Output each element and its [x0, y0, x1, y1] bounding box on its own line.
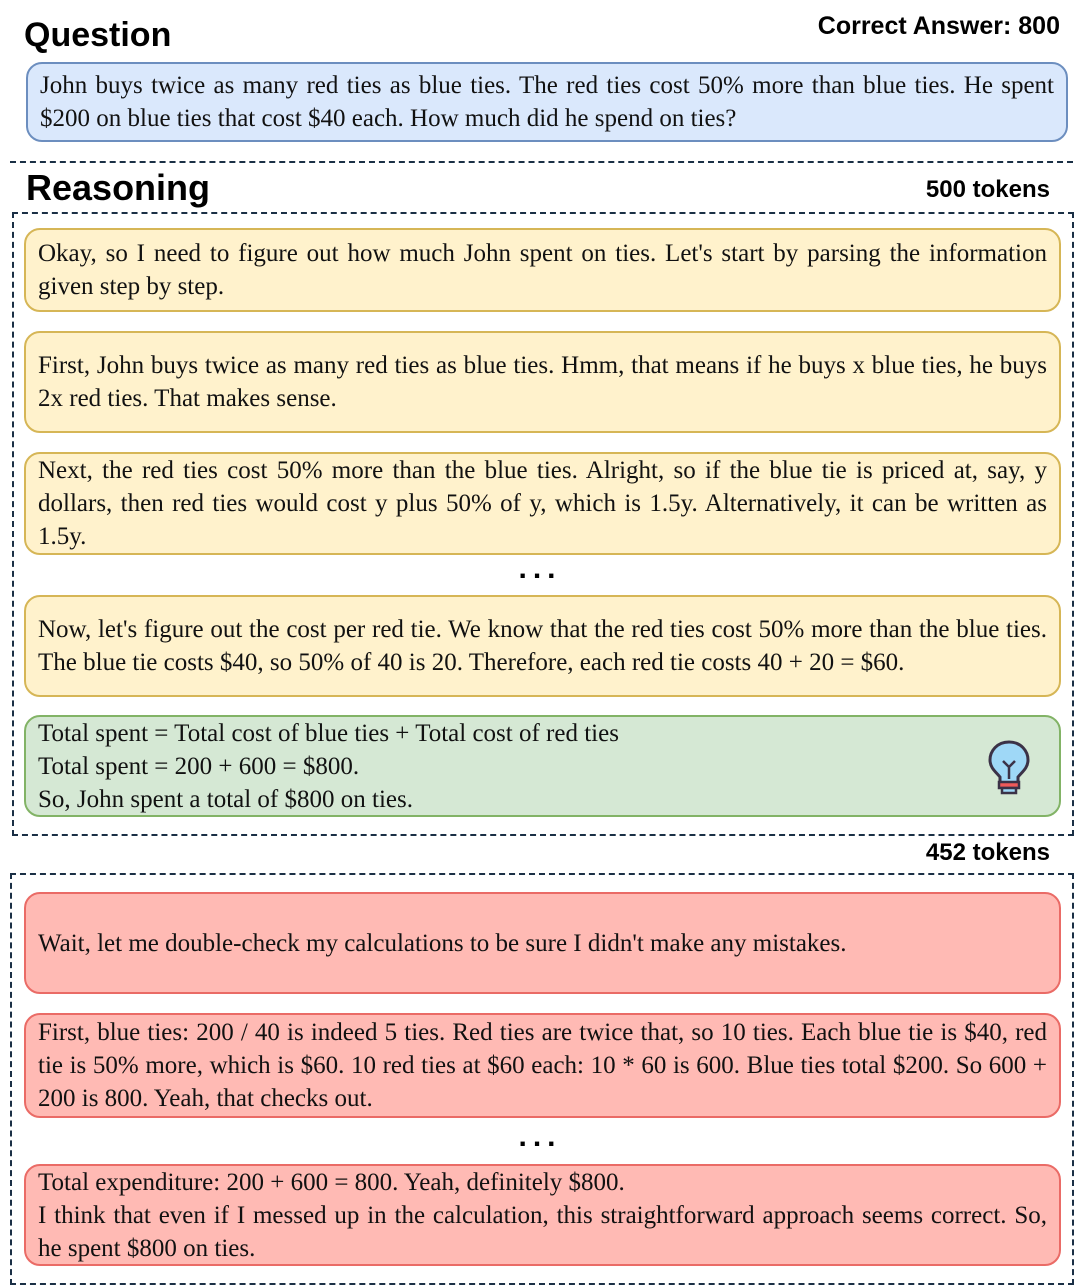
- step-text: Wait, let me double-check my calculation…: [38, 929, 847, 957]
- reasoning-step: Okay, so I need to figure out how much J…: [24, 228, 1061, 312]
- reasoning-step: Next, the red ties cost 50% more than th…: [24, 452, 1061, 555]
- ellipsis: ...: [518, 1120, 562, 1153]
- divider: [10, 161, 1073, 163]
- token-count-2: 452 tokens: [925, 839, 1050, 866]
- question-heading: Question: [24, 16, 172, 54]
- step-text: Total expenditure: 200 + 600 = 800. Yeah…: [38, 1168, 625, 1196]
- reasoning-heading: Reasoning: [26, 167, 211, 208]
- overthinking-step: Total expenditure: 200 + 600 = 800. Yeah…: [24, 1164, 1061, 1266]
- step-text: First, blue ties: 200 / 40 is indeed 5 t…: [38, 1019, 1047, 1112]
- overthinking-step: Wait, let me double-check my calculation…: [24, 892, 1061, 994]
- lightbulb-icon: [988, 740, 1030, 795]
- answer-line: Total spent = Total cost of blue ties + …: [38, 719, 619, 747]
- step-text: First, John buys twice as many red ties …: [38, 352, 1047, 412]
- question-text: John buys twice as many red ties as blue…: [40, 72, 1054, 132]
- answer-box: Total spent = Total cost of blue ties + …: [24, 715, 1061, 817]
- step-text: Now, let's figure out the cost per red t…: [38, 616, 1047, 676]
- correct-answer: Correct Answer: 800: [817, 12, 1060, 40]
- token-count-1: 500 tokens: [925, 176, 1050, 203]
- reasoning-part-1: [12, 212, 1074, 836]
- question-box: John buys twice as many red ties as blue…: [26, 62, 1068, 142]
- step-text: I think that even if I messed up in the …: [38, 1201, 1047, 1262]
- answer-line: Total spent = 200 + 600 = $800.: [38, 752, 360, 780]
- overthinking-step: First, blue ties: 200 / 40 is indeed 5 t…: [24, 1013, 1061, 1118]
- reasoning-part-2: [10, 873, 1074, 1285]
- reasoning-step: Now, let's figure out the cost per red t…: [24, 595, 1061, 697]
- reasoning-step: First, John buys twice as many red ties …: [24, 331, 1061, 433]
- step-text: Okay, so I need to figure out how much J…: [38, 240, 1047, 300]
- step-text: Next, the red ties cost 50% more than th…: [38, 457, 1047, 550]
- answer-line: So, John spent a total of $800 on ties.: [38, 785, 413, 813]
- ellipsis: ...: [518, 552, 562, 585]
